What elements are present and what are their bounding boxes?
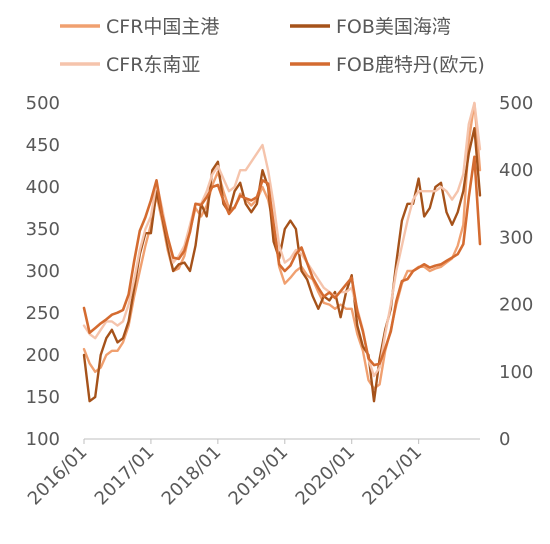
- left-tick-label: 500: [26, 93, 60, 114]
- right-tick-label: 100: [499, 362, 533, 383]
- series-line-4: [82, 155, 482, 367]
- legend-label: CFR中国主港: [106, 16, 219, 38]
- axes: 100 150 200 250 300 350 400 450 500 0 100 200 300 400…: [24, 93, 534, 509]
- right-tick-label: 400: [499, 160, 533, 181]
- left-tick-label: 450: [26, 135, 60, 156]
- x-tick-label: 2019/01: [225, 442, 293, 510]
- left-tick-label: 200: [26, 345, 60, 366]
- x-tick-label: 2017/01: [91, 442, 159, 510]
- series-lines: [82, 101, 482, 403]
- left-tick-label: 100: [26, 429, 60, 450]
- left-tick-label: 250: [26, 303, 60, 324]
- right-tick-label: 500: [499, 93, 533, 114]
- legend-label: FOB鹿特丹(欧元): [336, 54, 485, 76]
- legend: CFR中国主港 FOB美国海湾 CFR东南亚 FOB鹿特丹(欧元): [60, 16, 485, 76]
- right-tick-label: 0: [499, 429, 510, 450]
- x-tick-label: 2016/01: [24, 442, 92, 510]
- x-tick-label: 2018/01: [158, 442, 226, 510]
- left-tick-label: 300: [26, 261, 60, 282]
- left-tick-label: 400: [26, 177, 60, 198]
- x-tick-label: 2021/01: [358, 442, 426, 510]
- legend-label: CFR东南亚: [106, 54, 200, 76]
- x-tick-label: 2020/01: [292, 442, 360, 510]
- right-tick-label: 300: [499, 227, 533, 248]
- series-line-3: [82, 101, 482, 378]
- left-tick-label: 150: [26, 387, 60, 408]
- legend-label: FOB美国海湾: [336, 16, 451, 38]
- series-line-2: [82, 126, 482, 403]
- left-tick-label: 350: [26, 219, 60, 240]
- right-tick-label: 200: [499, 295, 533, 316]
